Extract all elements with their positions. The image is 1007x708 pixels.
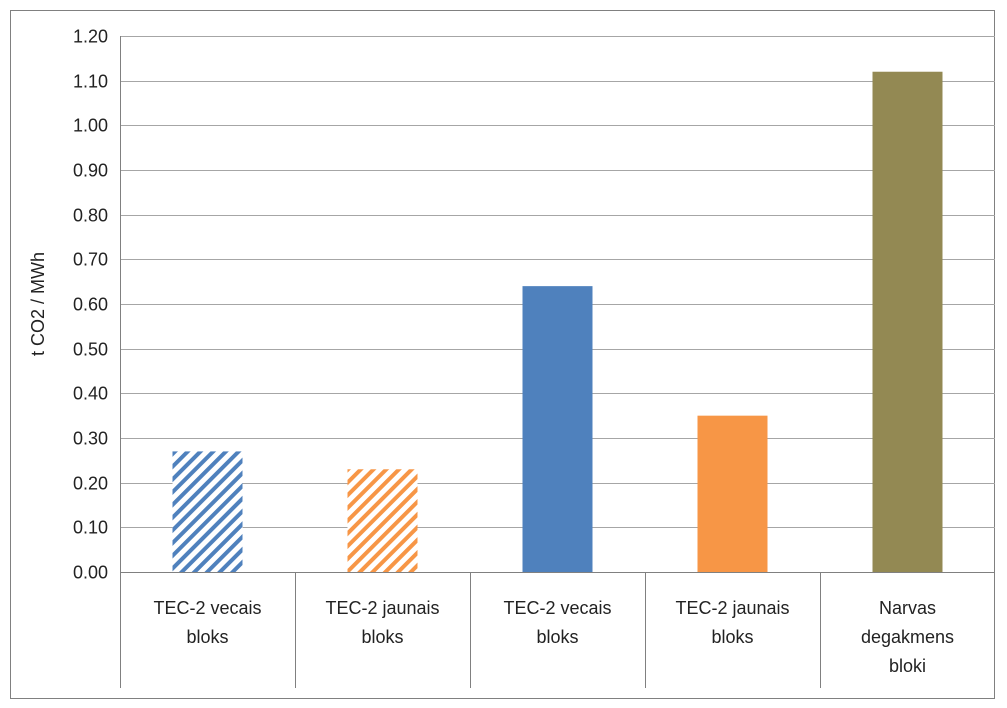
- category-label: bloks: [711, 627, 753, 647]
- y-axis-title: t CO2 / MWh: [28, 252, 48, 356]
- category-label: TEC-2 jaunais: [325, 598, 439, 618]
- bar: [347, 469, 418, 572]
- y-tick-label: 0.20: [73, 474, 108, 494]
- chart-border: [10, 10, 995, 699]
- y-tick-label: 0.00: [73, 563, 108, 583]
- category-label: TEC-2 vecais: [503, 598, 611, 618]
- y-tick-label: 0.10: [73, 518, 108, 538]
- bar: [172, 451, 243, 572]
- category-label: Narvas: [879, 598, 936, 618]
- category-label: bloks: [361, 627, 403, 647]
- axes: [120, 36, 995, 688]
- y-tick-label: 1.10: [73, 72, 108, 92]
- category-labels: TEC-2 vecais bloks TEC-2 jaunais bloks TEC-2…: [153, 598, 954, 676]
- y-tick-label: 0.80: [73, 206, 108, 226]
- category-label: bloki: [889, 656, 926, 676]
- bar: [872, 71, 943, 572]
- y-tick-label: 0.50: [73, 340, 108, 360]
- y-tick-label: 0.70: [73, 250, 108, 270]
- y-tick-label: 0.60: [73, 295, 108, 315]
- category-label: bloks: [186, 627, 228, 647]
- bar: [522, 286, 593, 572]
- category-label: degakmens: [861, 627, 954, 647]
- y-tick-labels: 0.00 0.10 0.20 0.30 0.40 0.50 0.60 0.70 0.80 0.90…: [73, 27, 108, 583]
- bars: [172, 71, 943, 572]
- category-label: bloks: [536, 627, 578, 647]
- bar: [697, 415, 768, 572]
- y-tick-label: 1.00: [73, 116, 108, 136]
- category-label: TEC-2 jaunais: [675, 598, 789, 618]
- y-tick-label: 0.90: [73, 161, 108, 181]
- y-tick-label: 0.40: [73, 384, 108, 404]
- y-tick-label: 0.30: [73, 429, 108, 449]
- y-tick-label: 1.20: [73, 27, 108, 47]
- category-label: TEC-2 vecais: [153, 598, 261, 618]
